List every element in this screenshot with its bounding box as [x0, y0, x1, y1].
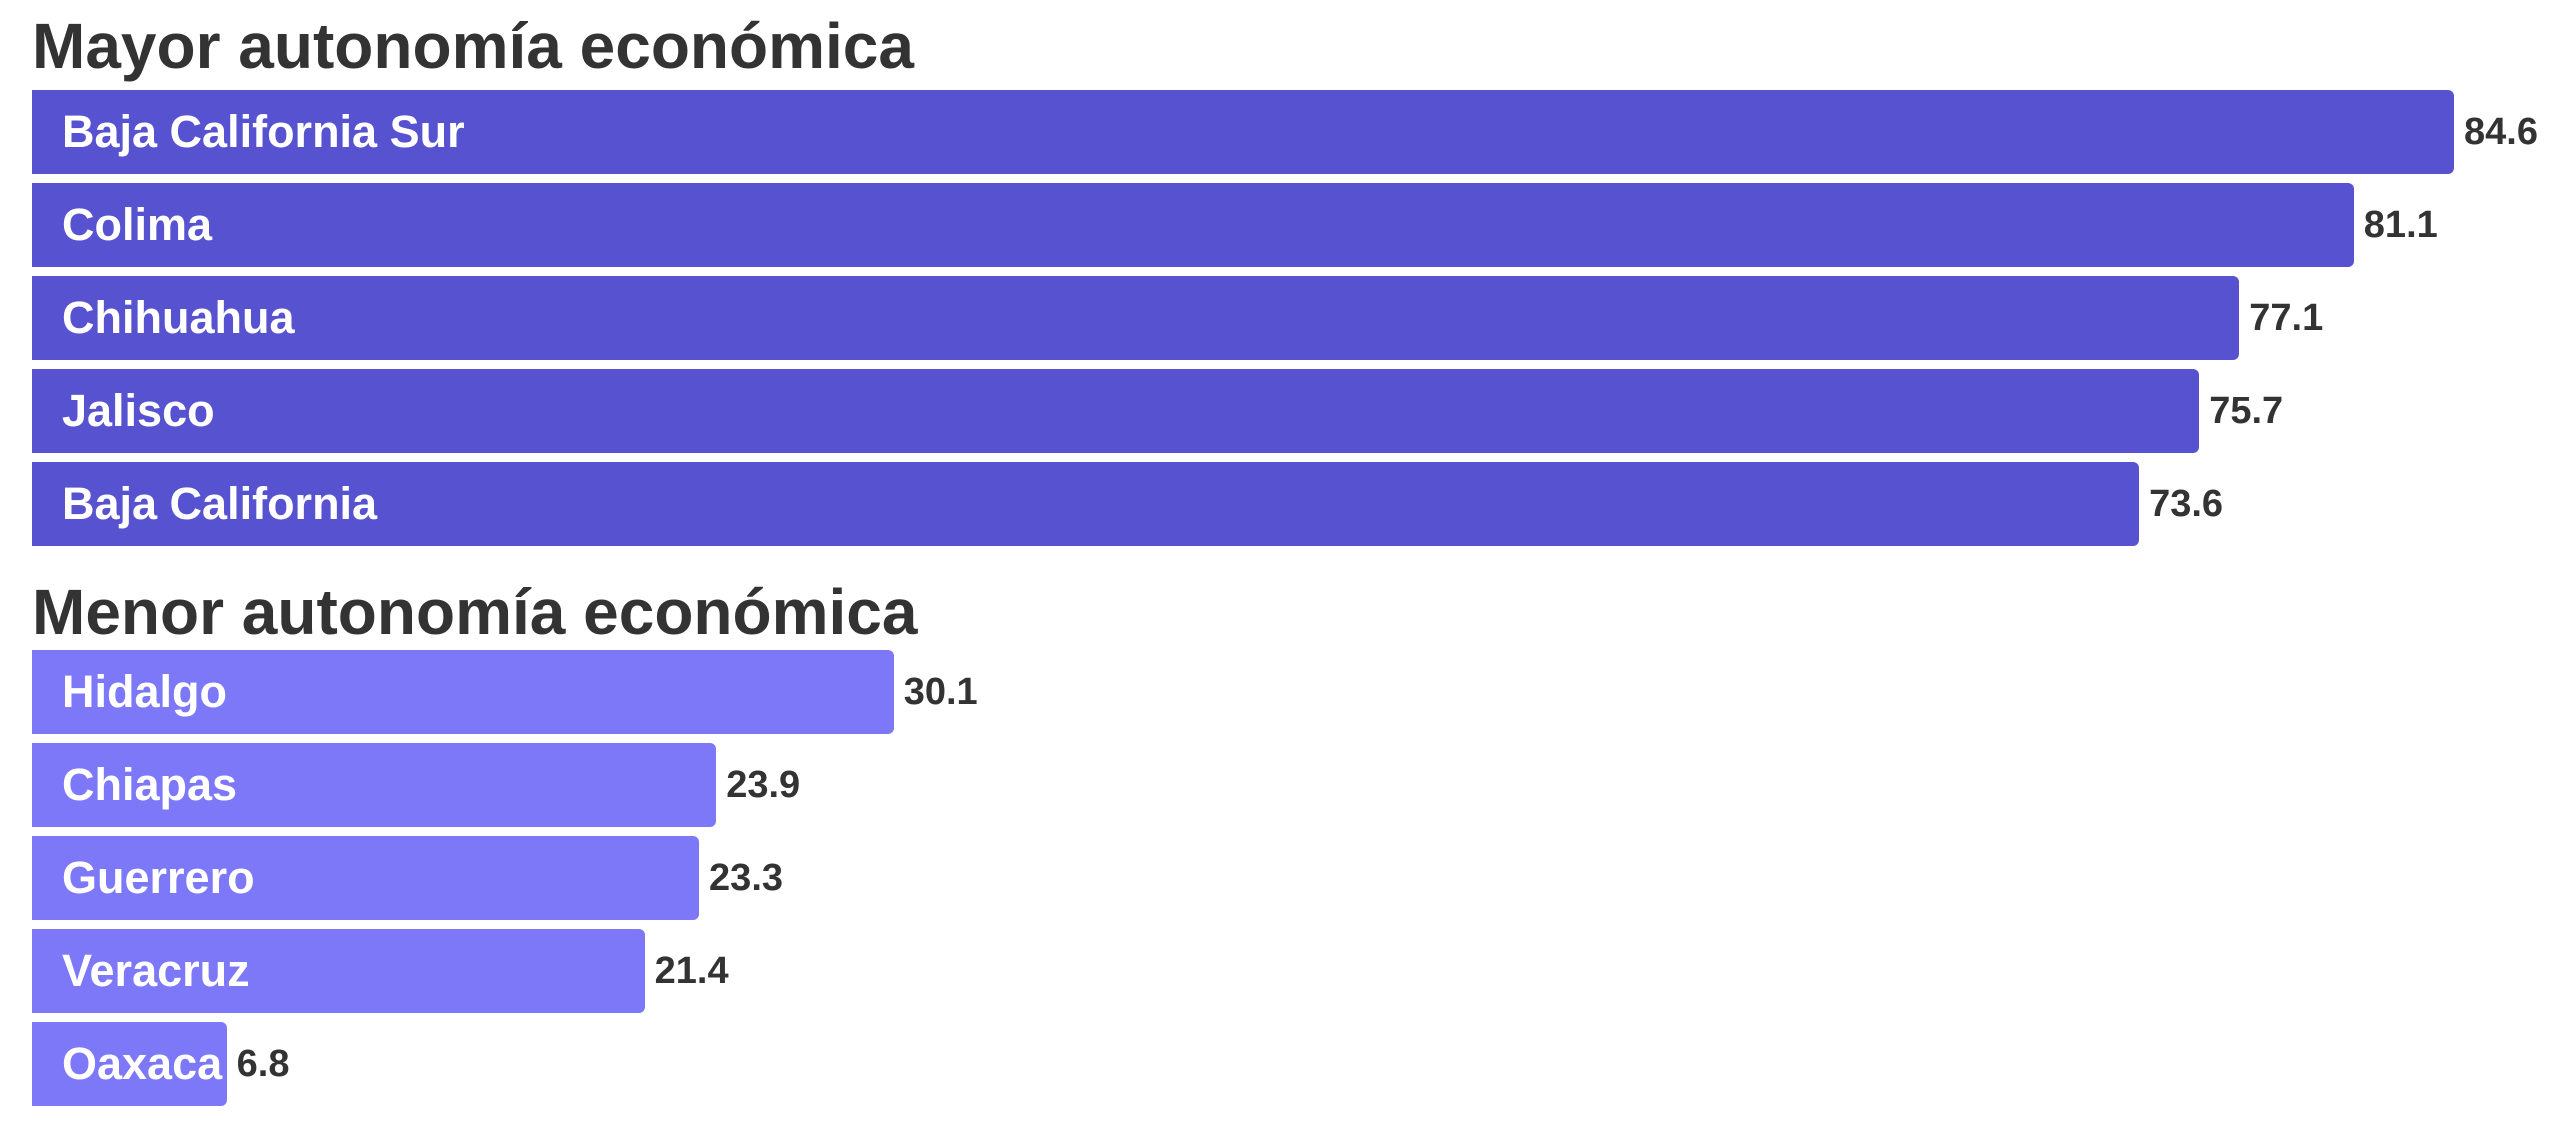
value-label: 77.1 [2249, 297, 2324, 339]
value-label: 23.3 [709, 857, 784, 899]
value-label: 73.6 [2149, 483, 2224, 525]
category-label: Veracruz [62, 945, 250, 996]
category-label: Colima [62, 199, 213, 250]
bar-bottom-5: Oaxaca [32, 1022, 227, 1106]
category-label: Oaxaca [62, 1038, 223, 1089]
value-label: 6.8 [236, 1043, 290, 1085]
bar-bottom-4: Veracruz [32, 929, 645, 1013]
value-label: 23.9 [726, 764, 801, 806]
value-label: 81.1 [2363, 204, 2438, 246]
bar-bottom-2: Chiapas [32, 743, 717, 827]
value-label: 84.6 [2464, 111, 2538, 153]
value-label: 21.4 [654, 950, 729, 992]
category-label: Guerrero [62, 852, 255, 903]
bar-bottom-3: Guerrero [32, 836, 700, 920]
category-label: Baja California [62, 478, 378, 529]
bar-bottom-1: Hidalgo [32, 650, 894, 734]
bar-top-4: Jalisco [32, 369, 2200, 453]
value-label: 30.1 [903, 671, 978, 713]
chart-title-bottom: Menor autonomía económica [32, 576, 918, 648]
bar-top-3: Chihuahua [32, 276, 2240, 360]
bar-top-1: Baja California Sur [32, 90, 2454, 174]
category-label: Baja California Sur [62, 106, 465, 157]
category-label: Jalisco [62, 385, 215, 436]
bar-top-2: Colima [32, 183, 2354, 267]
bar-top-5: Baja California [32, 462, 2140, 546]
category-label: Chihuahua [62, 292, 295, 343]
chart-title-top: Mayor autonomía económica [32, 10, 914, 82]
category-label: Chiapas [62, 759, 238, 810]
value-label: 75.7 [2209, 390, 2284, 432]
category-label: Hidalgo [62, 666, 227, 717]
